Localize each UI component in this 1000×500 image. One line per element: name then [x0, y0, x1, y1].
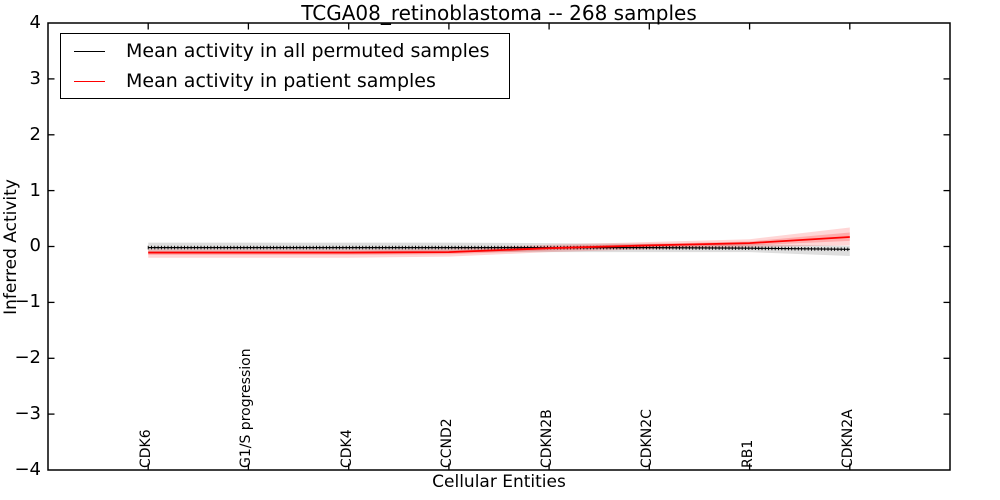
y-tick-label: −4	[14, 459, 41, 480]
y-tick-label: 0	[29, 235, 41, 256]
legend-item-permuted: Mean activity in all permuted samples	[61, 38, 509, 64]
y-tick-label: −3	[14, 403, 41, 424]
legend-item-patient: Mean activity in patient samples	[61, 68, 509, 94]
chart-title: TCGA08_retinoblastoma -- 268 samples	[301, 1, 697, 25]
y-tick-label: 2	[29, 124, 41, 145]
x-tick-label: CDK6	[138, 429, 154, 468]
y-tick-label: −2	[14, 347, 41, 368]
x-tick-label: CDK4	[339, 429, 355, 468]
x-tick-label: RB1	[740, 439, 756, 468]
x-tick-label: G1/S progression	[238, 348, 254, 468]
legend-label: Mean activity in patient samples	[126, 70, 436, 92]
x-tick-label: CDKN2A	[840, 409, 856, 468]
y-tick-label: −1	[14, 291, 41, 312]
chart-legend: Mean activity in all permuted samples Me…	[60, 33, 510, 99]
red-line-sample-icon	[74, 80, 105, 82]
x-tick-label: CDKN2B	[539, 409, 555, 468]
y-tick-label: 1	[29, 180, 41, 201]
legend-label: Mean activity in all permuted samples	[126, 40, 490, 62]
x-tick-label: CDKN2C	[639, 409, 655, 468]
x-tick-label: CCND2	[439, 418, 455, 468]
y-tick-label: 4	[29, 12, 41, 33]
y-tick-label: 3	[29, 68, 41, 89]
black-line-sample-icon	[74, 50, 105, 52]
x-axis-label: Cellular Entities	[432, 472, 566, 492]
